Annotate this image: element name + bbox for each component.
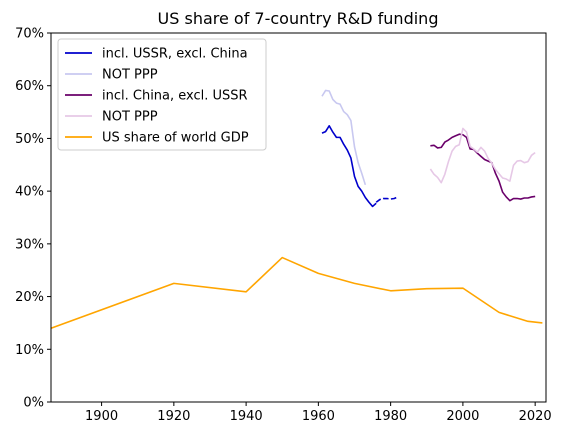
series-line-0: [321, 124, 377, 208]
x-tick-label-4: 1980: [374, 409, 407, 424]
y-axis: 0% 10% 20% 30% 40% 50% 60% 70%: [15, 27, 51, 411]
series-layer: [50, 89, 543, 329]
legend-label-4: US share of world GDP: [102, 131, 249, 146]
series-line-5: [50, 256, 543, 329]
x-tick-label-1: 1920: [157, 409, 190, 424]
series-line-1: [375, 196, 399, 203]
y-tick-label-7: 70%: [15, 27, 44, 42]
series-line-3: [430, 133, 536, 202]
y-tick-label-4: 40%: [15, 185, 44, 200]
series-line-2: [321, 89, 367, 186]
legend: incl. USSR, excl. China NOT PPP incl. Chin…: [57, 38, 267, 151]
y-tick-label-6: 60%: [15, 79, 44, 94]
series-line-4: [429, 127, 536, 184]
x-tick-label-2: 1940: [230, 409, 263, 424]
x-tick-label-0: 1900: [85, 409, 118, 424]
x-axis: 1900 1920 1940 1960 1980 2000 2020: [85, 402, 552, 424]
y-tick-label-5: 50%: [15, 132, 44, 147]
legend-label-1: NOT PPP: [102, 68, 158, 83]
y-tick-label-2: 20%: [15, 290, 44, 305]
legend-frame: [57, 38, 267, 151]
y-tick-label-1: 10%: [15, 343, 44, 358]
legend-label-0: incl. USSR, excl. China: [102, 47, 248, 62]
x-tick-label-6: 2020: [519, 409, 552, 424]
legend-label-3: NOT PPP: [102, 110, 158, 125]
x-tick-label-5: 2000: [446, 409, 479, 424]
chart-title: US share of 7-country R&D funding: [158, 9, 439, 28]
plot-frame: [50, 32, 547, 403]
x-tick-label-3: 1960: [302, 409, 335, 424]
y-tick-label-0: 0%: [23, 396, 44, 411]
legend-label-2: incl. China, excl. USSR: [102, 89, 248, 104]
y-tick-label-3: 30%: [15, 237, 44, 252]
